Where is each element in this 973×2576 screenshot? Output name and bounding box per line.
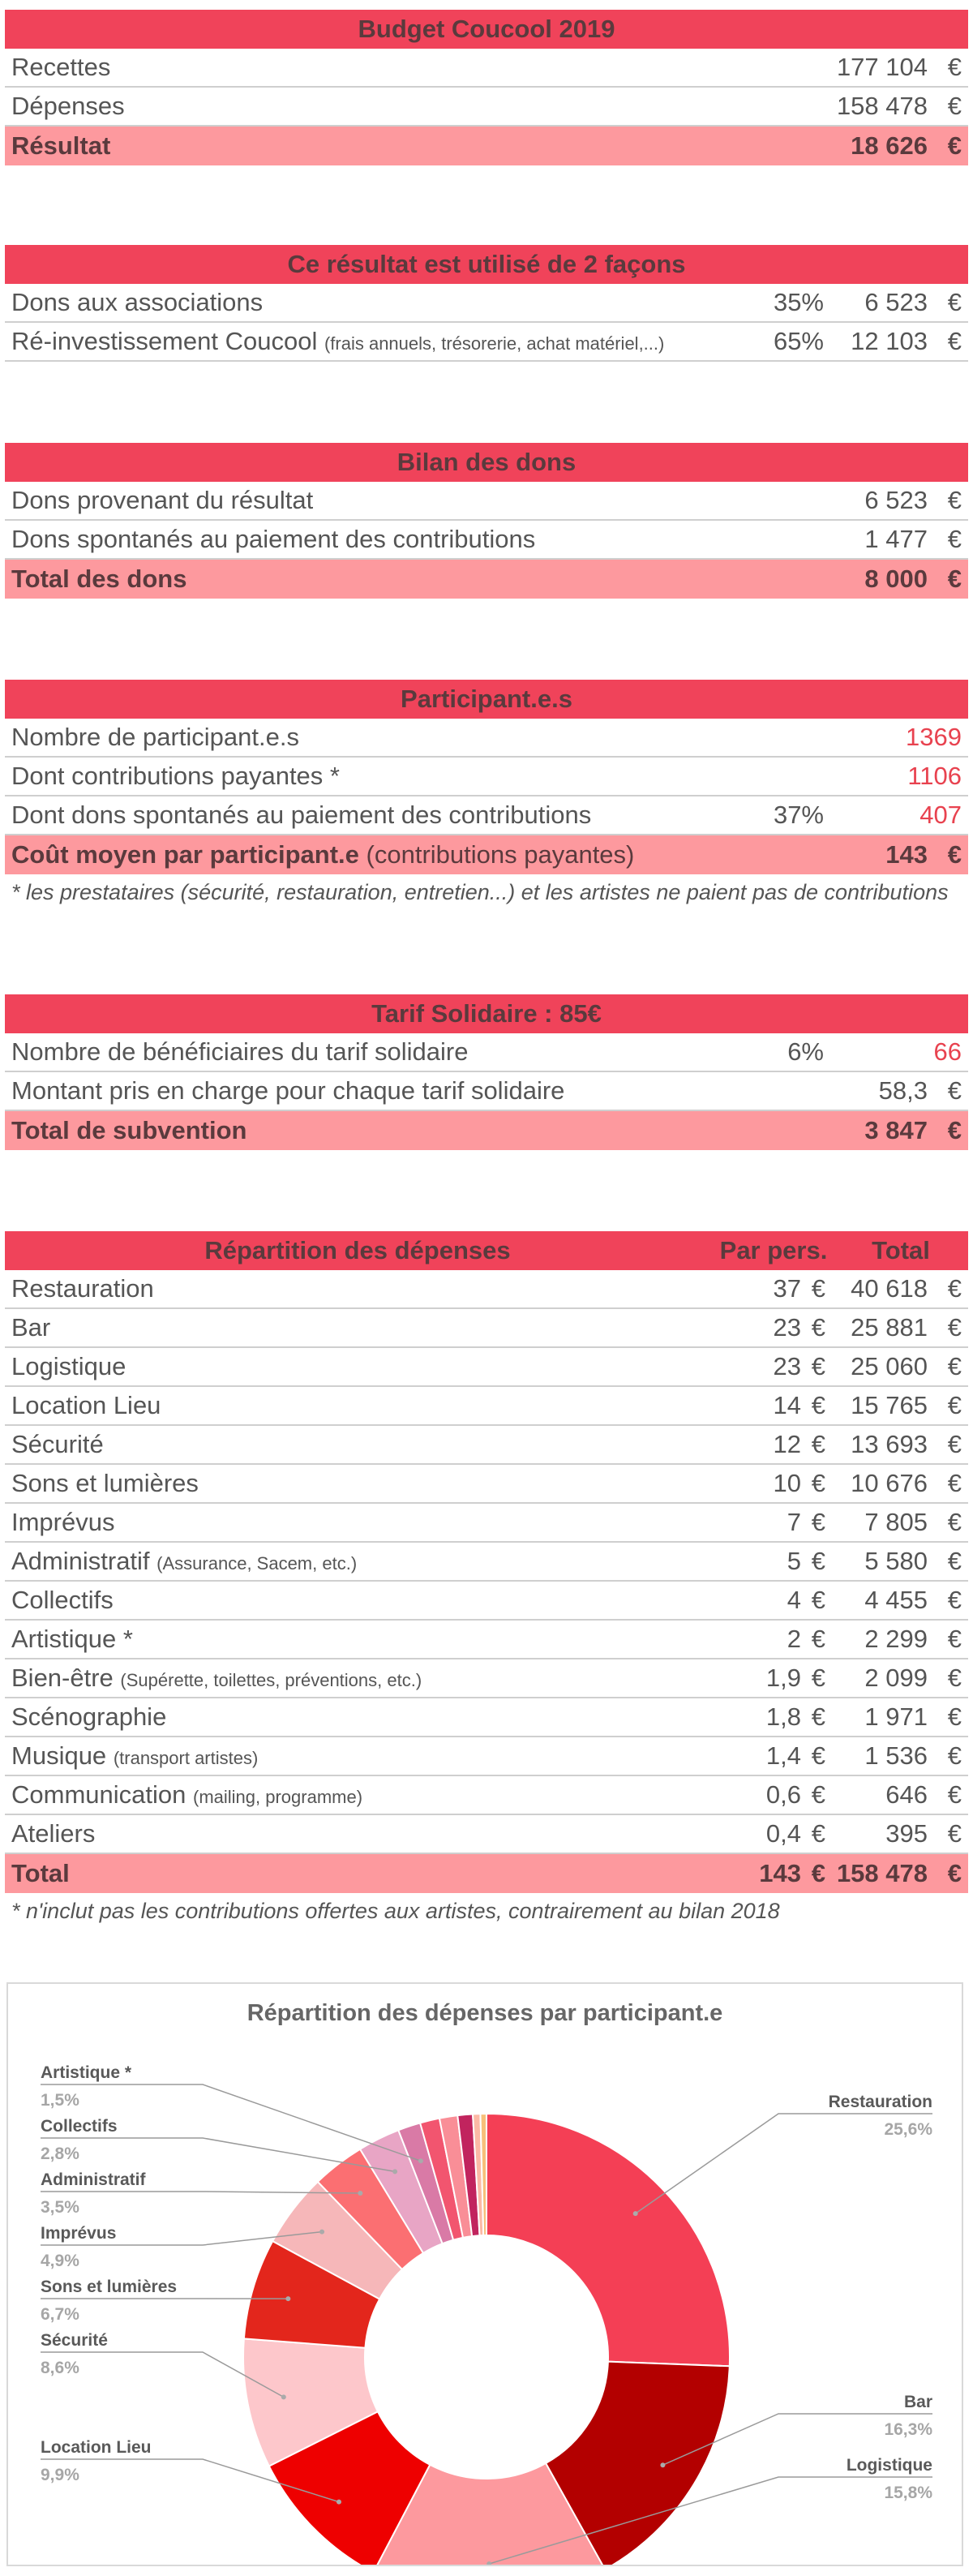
table-row: Imprévus 7 €7 805 €: [5, 1504, 968, 1543]
leader-dot: [285, 2296, 291, 2302]
budget-table: Budget Coucool 2019 Recettes 177 104 € D…: [5, 10, 968, 165]
total-row: Coût moyen par participant.e (contributi…: [5, 835, 968, 874]
table-row: Restauration 37 €40 618 €: [5, 1270, 968, 1309]
slice-value-label: 2,8%: [41, 2145, 79, 2163]
slice-label: Location Lieu: [41, 2438, 152, 2457]
table-row: Ateliers 0,4 €395 €: [5, 1815, 968, 1854]
table-row: Montant pris en charge pour chaque tarif…: [5, 1072, 968, 1111]
table-row: Collectifs 4 €4 455 €: [5, 1582, 968, 1621]
leader-line: [488, 2476, 932, 2565]
table-row: Scénographie 1,8 €1 971 €: [5, 1698, 968, 1737]
depenses-header: Répartition des dépenses Par pers. Total: [5, 1231, 968, 1270]
leader-dot: [336, 2499, 341, 2505]
slice-label: Sons et lumières: [41, 2278, 177, 2296]
leader-line: [41, 2230, 323, 2246]
table-row: Dont contributions payantes * 1106: [5, 758, 968, 796]
leader-dot: [486, 2561, 492, 2565]
table-row: Ré-investissement Coucool (frais annuels…: [5, 323, 968, 362]
table-row: Musique (transport artistes) 1,4 €1 536 €: [5, 1737, 968, 1776]
leader-line: [662, 2413, 932, 2466]
slice-label: Restauration: [829, 2093, 932, 2111]
participants-table: Participant.e.s Nombre de participant.e.…: [5, 680, 968, 910]
pie-slice-restauration: [486, 2112, 731, 2368]
total-row: Total de subvention 3 847 €: [5, 1111, 968, 1150]
table-row: Administratif (Assurance, Sacem, etc.) 5 €…: [5, 1543, 968, 1582]
table-row: Sons et lumières 10 €10 676 €: [5, 1465, 968, 1504]
table-row: Artistique * 2 €2 299 €: [5, 1621, 968, 1659]
table-row: Bien-être (Supérette, toilettes, prévent…: [5, 1659, 968, 1698]
table-row: Nombre de bénéficiaires du tarif solidai…: [5, 1033, 968, 1072]
pie-slice-bar: [544, 2360, 731, 2565]
leader-line: [41, 2084, 422, 2162]
total-row: Résultat 18 626 €: [5, 127, 968, 165]
chart-title: Répartition des dépenses par participant…: [246, 2000, 723, 2026]
leader-dot: [358, 2191, 363, 2196]
leader-line: [41, 2351, 285, 2398]
slice-value-label: 4,9%: [41, 2252, 79, 2270]
footnote: * n'inclut pas les contributions offerte…: [11, 1898, 780, 1923]
col-header-total: Total: [872, 1236, 930, 1264]
slice-label: Administratif: [41, 2170, 147, 2189]
slice-value-label: 3,5%: [41, 2198, 79, 2217]
slice-label: Logistique: [847, 2456, 932, 2475]
footnote: * les prestataires (sécurité, restaurati…: [11, 879, 949, 904]
leader-dot: [660, 2462, 666, 2468]
slice-label: Artistique *: [41, 2063, 132, 2082]
total-row: Total des dons 8 000 €: [5, 560, 968, 599]
usage-title: Ce résultat est utilisé de 2 façons: [5, 245, 968, 284]
dons-title: Bilan des dons: [5, 443, 968, 482]
leader-line: [635, 2113, 932, 2214]
slice-value-label: 16,3%: [884, 2420, 932, 2439]
table-row: Recettes 177 104 €: [5, 49, 968, 88]
slice-label: Collectifs: [41, 2117, 118, 2136]
leader-dot: [632, 2211, 638, 2217]
table-row: Bar 23 €25 881 €: [5, 1309, 968, 1348]
leader-dot: [319, 2229, 325, 2235]
depenses-table: Répartition des dépenses Par pers. Total…: [5, 1231, 968, 1929]
total-row: Total 143 € 158 478 €: [5, 1854, 968, 1893]
slice-label: Bar: [904, 2393, 932, 2411]
pie-slice-ateliers: [479, 2112, 487, 2237]
table-row: Dons spontanés au paiement des contribut…: [5, 521, 968, 560]
table-row: Sécurité 12 €13 693 €: [5, 1426, 968, 1465]
leader-dot: [418, 2158, 423, 2164]
solidaire-title: Tarif Solidaire : 85€: [5, 994, 968, 1033]
slice-value-label: 15,8%: [884, 2484, 932, 2502]
table-row: Logistique 23 €25 060 €: [5, 1348, 968, 1387]
slice-value-label: 25,6%: [884, 2120, 932, 2139]
leader-line: [41, 2191, 361, 2194]
leader-line: [41, 2458, 340, 2503]
table-row: Dons aux associations 35% 6 523 €: [5, 284, 968, 323]
leader-dot: [392, 2169, 398, 2175]
usage-table: Ce résultat est utilisé de 2 façons Dons…: [5, 245, 968, 362]
slice-value-label: 9,9%: [41, 2466, 79, 2484]
leader-dot: [281, 2394, 286, 2400]
table-row: Dépenses 158 478 €: [5, 88, 968, 127]
depenses-rows: Restauration 37 €40 618 € Bar 23 €25 881 € Log…: [5, 1270, 968, 1854]
slice-label: Imprévus: [41, 2224, 116, 2243]
chart-container: Répartition des dépenses par participant…: [6, 1982, 963, 2566]
table-row: Dons provenant du résultat 6 523 €: [5, 482, 968, 521]
participants-title: Participant.e.s: [5, 680, 968, 719]
slice-value-label: 6,7%: [41, 2305, 79, 2324]
solidaire-table: Tarif Solidaire : 85€ Nombre de bénéfici…: [5, 994, 968, 1150]
pie-slice-logistique: [376, 2462, 603, 2565]
slice-value-label: 1,5%: [41, 2091, 79, 2110]
table-row: Nombre de participant.e.s 1369: [5, 719, 968, 758]
table-row: Communication (mailing, programme) 0,6 €64…: [5, 1776, 968, 1815]
slice-label: Sécurité: [41, 2331, 108, 2350]
table-row: Dont dons spontanés au paiement des cont…: [5, 796, 968, 835]
leader-line: [41, 2137, 396, 2173]
table-row: Location Lieu 14 €15 765 €: [5, 1387, 968, 1426]
dons-table: Bilan des dons Dons provenant du résulta…: [5, 443, 968, 599]
col-header-pers: Par pers.: [719, 1236, 828, 1264]
depenses-title: Répartition des dépenses: [204, 1236, 511, 1264]
slice-value-label: 8,6%: [41, 2359, 79, 2377]
donut-chart: Restauration 25,6% Bar 16,3% Logistique 15,8%…: [41, 2063, 932, 2565]
budget-title: Budget Coucool 2019: [5, 10, 968, 49]
